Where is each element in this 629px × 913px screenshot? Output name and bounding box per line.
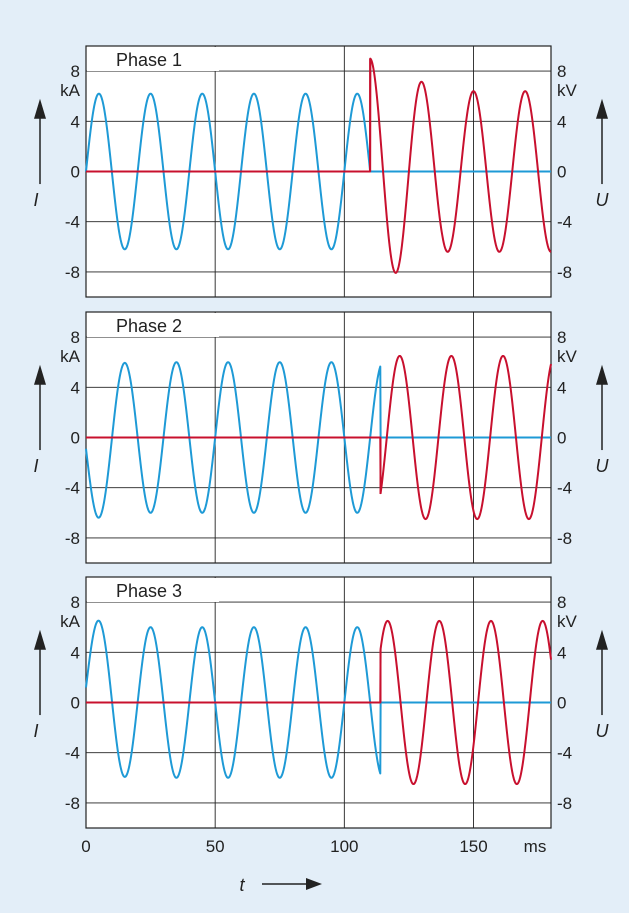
title-box	[87, 313, 219, 337]
left-tick-label: -8	[65, 529, 80, 548]
right-tick-label: -8	[557, 263, 572, 282]
right-axis-symbol: U	[596, 190, 610, 210]
right-axis-unit: kV	[557, 612, 578, 631]
left-tick-label: -4	[65, 479, 80, 498]
panel-3: 8 4 0 -4 -8 8 4 0 -4 -8 kA kV I U Phase 3	[33, 576, 610, 829]
left-axis-unit: kA	[60, 81, 81, 100]
panel-1: 8 4 0 -4 -8 8 4 0 -4 -8 kA kV I U Phase 1	[33, 45, 610, 298]
left-axis-unit: kA	[60, 612, 81, 631]
left-tick-label: 0	[71, 694, 80, 713]
x-axis-symbol: t	[239, 875, 245, 895]
title-box	[87, 578, 219, 602]
x-axis-arrowhead	[306, 878, 322, 890]
right-tick-label: -4	[557, 479, 572, 498]
left-axis-symbol: I	[33, 190, 38, 210]
x-axis-unit: ms	[524, 837, 547, 856]
right-axis-arrowhead	[596, 364, 608, 385]
panel-title: Phase 3	[116, 581, 182, 601]
right-tick-label: 0	[557, 163, 566, 182]
left-axis-unit: kA	[60, 347, 81, 366]
panel-title: Phase 1	[116, 50, 182, 70]
left-tick-label: -4	[65, 213, 80, 232]
left-tick-label: -8	[65, 794, 80, 813]
series-line-voltage	[85, 354, 552, 521]
left-tick-label: 4	[71, 378, 80, 397]
left-tick-label: 8	[71, 593, 80, 612]
left-tick-label: 0	[71, 429, 80, 448]
left-axis-symbol: I	[33, 721, 38, 741]
panel-title: Phase 2	[116, 316, 182, 336]
right-tick-label: 4	[557, 378, 566, 397]
right-tick-label: 0	[557, 429, 566, 448]
right-tick-label: 8	[557, 328, 566, 347]
right-axis-unit: kV	[557, 347, 578, 366]
right-tick-label: -8	[557, 529, 572, 548]
series-line-voltage	[85, 57, 552, 274]
left-tick-label: -4	[65, 744, 80, 763]
title-box	[87, 47, 219, 71]
left-tick-label: -8	[65, 263, 80, 282]
left-tick-label: 4	[71, 643, 80, 662]
right-tick-label: -4	[557, 213, 572, 232]
right-axis-arrowhead	[596, 629, 608, 650]
left-axis-symbol: I	[33, 456, 38, 476]
left-axis-arrowhead	[34, 629, 46, 650]
x-tick-label: 0	[81, 837, 90, 856]
left-tick-label: 8	[71, 62, 80, 81]
panel-2: 8 4 0 -4 -8 8 4 0 -4 -8 kA kV I U Phase 2	[33, 311, 610, 564]
left-axis-arrowhead	[34, 98, 46, 119]
right-tick-label: 8	[557, 62, 566, 81]
right-tick-label: 8	[557, 593, 566, 612]
right-tick-label: -4	[557, 744, 572, 763]
left-axis-arrowhead	[34, 364, 46, 385]
left-tick-label: 8	[71, 328, 80, 347]
right-tick-label: 4	[557, 643, 566, 662]
right-tick-label: 0	[557, 694, 566, 713]
right-tick-label: 4	[557, 112, 566, 131]
right-axis-symbol: U	[596, 456, 610, 476]
right-tick-label: -8	[557, 794, 572, 813]
x-tick-label: 50	[206, 837, 225, 856]
right-axis-symbol: U	[596, 721, 610, 741]
left-tick-label: 0	[71, 163, 80, 182]
x-tick-label: 150	[459, 837, 487, 856]
series-line-voltage	[85, 619, 552, 786]
right-axis-arrowhead	[596, 98, 608, 119]
left-tick-label: 4	[71, 112, 80, 131]
x-tick-label: 100	[330, 837, 358, 856]
right-axis-unit: kV	[557, 81, 578, 100]
